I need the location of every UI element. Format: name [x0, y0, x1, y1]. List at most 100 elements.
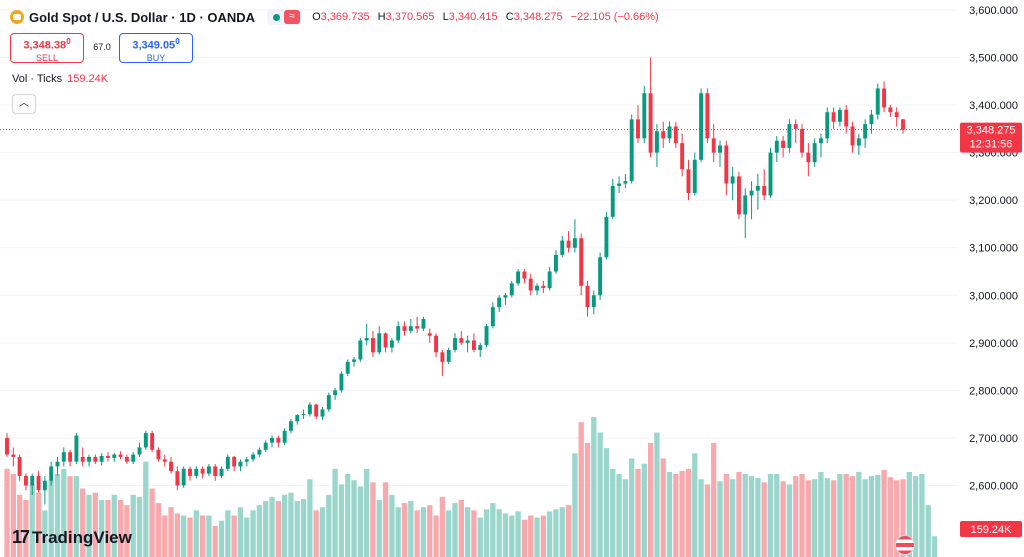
- candle-body: [345, 361, 350, 374]
- volume-bar: [679, 470, 685, 557]
- candle-body: [131, 454, 136, 462]
- candle-body: [490, 307, 495, 327]
- candle: [579, 233, 584, 296]
- volume-bar: [906, 471, 912, 557]
- tradingview-logo[interactable]: 17 TradingView: [12, 527, 132, 548]
- candle: [106, 452, 110, 462]
- candle: [724, 140, 729, 196]
- volume-bar: [351, 480, 357, 557]
- candle: [882, 81, 887, 113]
- buy-price: 3,349.05: [132, 39, 176, 52]
- volume-bar: [698, 479, 704, 557]
- candle: [446, 347, 451, 365]
- candle: [131, 452, 136, 465]
- candle: [503, 292, 508, 305]
- candle: [894, 107, 899, 127]
- candle: [528, 273, 533, 296]
- sell-button[interactable]: 3,348.380 SELL: [10, 33, 84, 63]
- volume-bar: [521, 519, 528, 557]
- candle-body: [648, 93, 653, 153]
- candle: [389, 338, 394, 353]
- volume-bar: [767, 474, 774, 557]
- candle: [124, 454, 129, 465]
- price-axis[interactable]: 3,600.0003,500.0003,400.0003,300.0003,20…: [969, 5, 1018, 492]
- candle-body: [781, 140, 786, 148]
- spread-value: 67.0: [93, 42, 111, 52]
- candle: [162, 454, 167, 467]
- candle-body: [812, 143, 817, 163]
- candle: [36, 471, 41, 493]
- candle: [572, 219, 577, 253]
- buy-button[interactable]: 3,349.050 BUY: [119, 33, 193, 63]
- high-key: H: [377, 11, 386, 23]
- candle-body: [459, 338, 464, 343]
- volume-bar: [824, 478, 830, 557]
- candle: [320, 407, 325, 420]
- volume-bar: [237, 507, 244, 557]
- volume-bar: [10, 474, 16, 557]
- volume-bar: [742, 474, 748, 557]
- volume-bar: [338, 484, 345, 557]
- volume-bar: [382, 482, 389, 557]
- candle-body: [288, 421, 293, 431]
- volume-bar: [395, 507, 401, 557]
- market-status-pill[interactable]: ≈: [267, 9, 303, 25]
- candle-body: [471, 340, 476, 350]
- candle: [137, 442, 142, 457]
- volume-bar: [54, 474, 61, 557]
- volume-bar: [319, 507, 326, 557]
- candle: [680, 133, 685, 177]
- candle-body: [206, 466, 211, 474]
- candle: [314, 403, 319, 419]
- volume-bar: [793, 476, 799, 557]
- volume-bar: [199, 515, 206, 557]
- collapse-legend-button[interactable]: ︿: [12, 94, 36, 114]
- volume-bar: [73, 476, 80, 557]
- volume-legend[interactable]: Vol · Ticks 159.24K: [12, 73, 108, 85]
- candle-body: [61, 452, 66, 462]
- volume-bar: [124, 505, 130, 557]
- volume-bar: [673, 474, 679, 557]
- candle: [856, 133, 861, 156]
- volume-bar: [490, 503, 496, 557]
- candle-body: [68, 452, 73, 462]
- candle: [623, 174, 628, 189]
- candle: [339, 371, 344, 393]
- volume-bar: [654, 432, 660, 557]
- candle: [225, 454, 230, 472]
- volume-bar: [218, 520, 225, 557]
- candle-body: [755, 185, 760, 191]
- volume-bar: [805, 480, 812, 557]
- volume-bar: [193, 510, 199, 557]
- candle-body: [106, 455, 110, 458]
- candle-body: [844, 109, 849, 127]
- candle: [288, 418, 293, 434]
- candle-body: [749, 190, 754, 196]
- candle-body: [522, 271, 527, 279]
- volume-bar: [376, 499, 382, 557]
- symbol-title[interactable]: Gold Spot / U.S. Dollar · 1D · OANDA: [29, 9, 256, 25]
- volume-bar: [4, 468, 10, 557]
- candle: [364, 323, 369, 346]
- candle: [326, 392, 331, 412]
- wave-icon: ≈: [284, 10, 301, 24]
- candle-body: [181, 468, 186, 486]
- candle-body: [396, 326, 401, 341]
- volume-bar: [288, 492, 294, 557]
- candle: [837, 107, 842, 127]
- volume-bar: [269, 496, 275, 557]
- candle-body: [446, 349, 451, 362]
- volume-bar: [162, 515, 168, 557]
- candle: [307, 402, 312, 417]
- ohlc-values: O3,369.735 H3,370.565 L3,340.415 C3,348.…: [312, 11, 664, 23]
- candle-body: [257, 449, 262, 455]
- candle: [251, 452, 256, 462]
- market-open-dot-icon: [273, 13, 281, 21]
- candle-body: [352, 359, 356, 362]
- close-value: 3,348.275: [513, 11, 563, 23]
- candle: [888, 105, 893, 117]
- candle: [730, 166, 735, 201]
- candle: [617, 176, 622, 194]
- us-flag-icon[interactable]: [895, 535, 915, 555]
